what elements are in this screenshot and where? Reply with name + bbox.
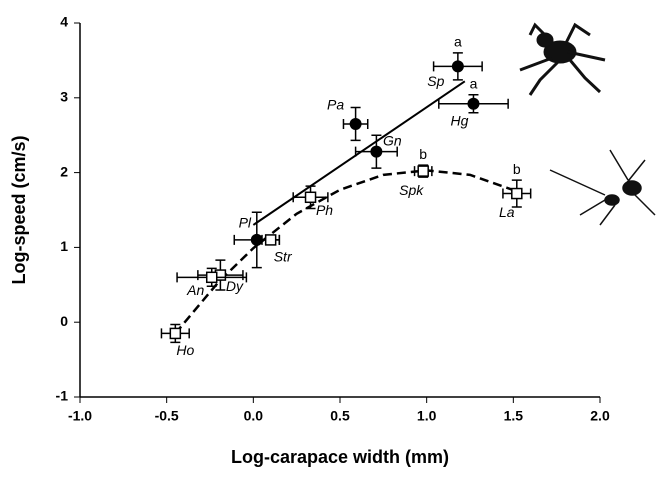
x-tick-label: -1.0 — [68, 408, 92, 424]
fit-line — [174, 169, 518, 335]
group-letter: a — [470, 76, 478, 92]
spider-icon — [519, 22, 606, 96]
point — [417, 165, 429, 177]
point-label: Pl — [239, 215, 252, 231]
point-label: Ph — [316, 202, 333, 218]
point-label: Spk — [399, 182, 424, 198]
point — [205, 271, 218, 284]
point-label: Hg — [451, 112, 469, 128]
point — [467, 97, 480, 110]
point — [264, 234, 277, 246]
point — [511, 187, 523, 200]
point — [349, 117, 362, 130]
y-tick-label: -1 — [56, 388, 69, 404]
x-tick-label: 0.5 — [330, 408, 350, 424]
point-label: Dy — [226, 278, 244, 294]
point-label: Ho — [176, 342, 194, 358]
y-tick-label: 4 — [60, 14, 68, 30]
x-axis-label: Log-carapace width (mm) — [231, 447, 449, 467]
x-tick-label: 2.0 — [590, 408, 610, 424]
point-label: La — [499, 204, 515, 220]
x-tick-label: 1.5 — [504, 408, 524, 424]
point — [250, 233, 263, 246]
x-tick-label: -0.5 — [155, 408, 179, 424]
fit-line — [252, 80, 466, 226]
y-tick-label: 0 — [60, 313, 68, 329]
group-letter: b — [513, 161, 521, 177]
point — [169, 327, 182, 340]
point-label: Str — [274, 249, 293, 265]
group-letter: a — [454, 34, 462, 50]
point-label: Sp — [427, 73, 444, 89]
point — [370, 145, 383, 158]
point-label: Pa — [327, 97, 344, 113]
y-axis-label: Log-speed (cm/s) — [9, 135, 29, 284]
y-tick-label: 2 — [60, 163, 68, 179]
y-tick-label: 3 — [60, 89, 68, 105]
group-letter: b — [419, 146, 427, 162]
x-tick-label: 0.0 — [244, 408, 264, 424]
spider-icon — [549, 149, 656, 226]
point — [451, 60, 464, 73]
y-tick-label: 1 — [60, 238, 68, 254]
point-label: An — [186, 282, 204, 298]
point-label: Gn — [383, 132, 402, 148]
x-tick-label: 1.0 — [417, 408, 437, 424]
point — [304, 191, 317, 204]
